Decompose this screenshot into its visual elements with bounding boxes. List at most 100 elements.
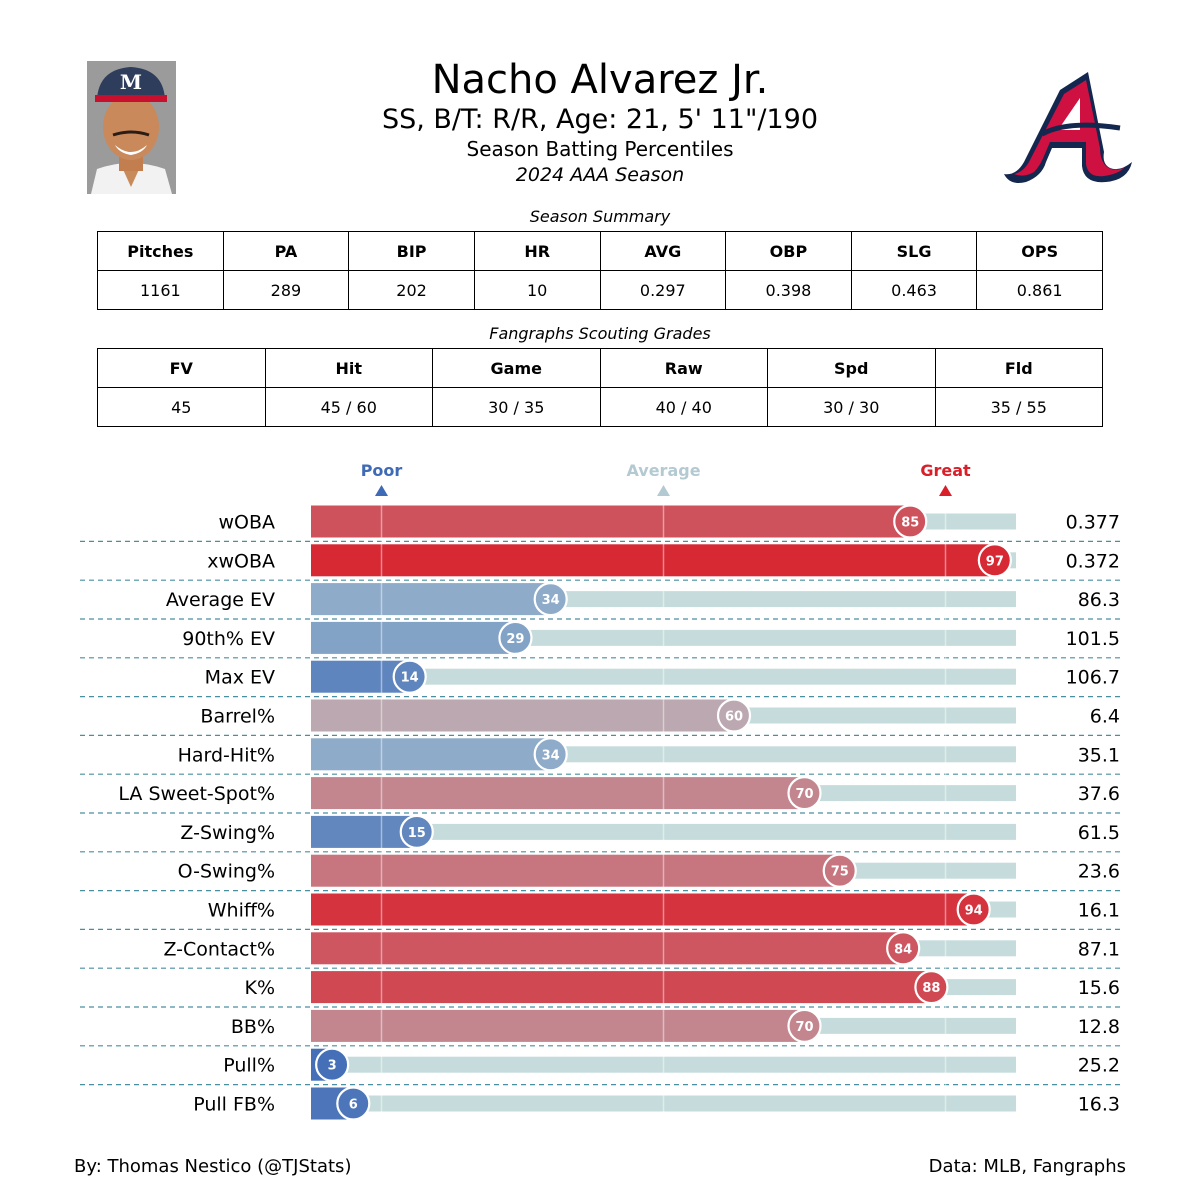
metric-label: wOBA <box>218 512 275 534</box>
player-name: Nacho Alvarez Jr. <box>431 57 769 103</box>
percentile-circle <box>822 853 857 888</box>
percentile-value: 34 <box>542 748 560 763</box>
atlanta-braves-logo-icon <box>1004 72 1132 183</box>
metric-label: Max EV <box>205 667 275 689</box>
percentile-value: 34 <box>542 593 560 608</box>
stat-value: 16.3 <box>1078 1094 1120 1116</box>
percentile-bar <box>311 505 911 538</box>
percentile-value: 85 <box>901 516 919 531</box>
percentile-bar <box>311 583 551 616</box>
stat-value: 23.6 <box>1078 861 1120 883</box>
player-info: SS, B/T: R/R, Age: 21, 5' 11"/190 <box>381 104 819 135</box>
percentile-value: 14 <box>401 671 419 686</box>
percentile-bar <box>311 971 932 1004</box>
metric-label: LA Sweet-Spot% <box>118 783 275 805</box>
percentile-value: 70 <box>795 1020 813 1035</box>
marker-triangle-average <box>657 485 670 496</box>
percentile-value: 70 <box>795 787 813 802</box>
percentile-bar <box>311 621 516 654</box>
cell-pa: 289 <box>222 270 350 310</box>
percentile-circle <box>893 504 928 539</box>
percentile-value: 29 <box>506 632 524 647</box>
stat-value: 61.5 <box>1078 822 1120 844</box>
table-row: 45 45 / 60 30 / 35 40 / 40 30 / 30 35 / … <box>97 387 1103 427</box>
cell-pitches: 1161 <box>97 270 224 310</box>
header-slg: SLG <box>850 231 978 271</box>
percentile-circle <box>392 659 427 694</box>
season-summary-title: Season Summary <box>529 207 671 226</box>
header-game: Game <box>432 348 601 388</box>
bar-track <box>311 1095 1016 1112</box>
percentile-value: 15 <box>408 826 426 841</box>
marker-triangle-great <box>939 485 952 496</box>
percentile-bar <box>311 1009 805 1042</box>
metric-label: 90th% EV <box>182 628 275 650</box>
data-source-text: Data: MLB, Fangraphs <box>928 1156 1126 1177</box>
percentile-circle <box>787 1008 822 1044</box>
marker-label-poor: Poor <box>361 461 403 480</box>
stat-value: 12.8 <box>1078 1016 1120 1038</box>
percentile-chart: Poor Average Great wOBA 0.377 xwOBA 0.372 Avera… <box>80 461 1120 1121</box>
season-label: 2024 AAA Season <box>515 164 685 186</box>
cell-game: 30 / 35 <box>432 387 601 427</box>
metric-label: K% <box>244 977 275 999</box>
marker-label-great: Great <box>920 461 971 480</box>
percentile-bar <box>311 699 734 732</box>
cell-hr: 10 <box>473 270 601 310</box>
percentile-circle <box>886 931 921 966</box>
metric-label: Barrel% <box>200 706 275 728</box>
bar-track <box>311 1056 1016 1073</box>
metric-label: Average EV <box>166 589 275 611</box>
metric-label: Hard-Hit% <box>178 744 275 766</box>
stat-value: 6.4 <box>1090 706 1120 728</box>
cell-spd: 30 / 30 <box>767 387 936 427</box>
metric-label: Z-Swing% <box>180 822 275 844</box>
header-spd: Spd <box>767 348 936 388</box>
percentile-circle <box>914 969 949 1005</box>
percentile-circle <box>716 698 752 733</box>
team-logo <box>1002 68 1134 188</box>
stat-value: 15.6 <box>1078 977 1120 999</box>
percentile-circle <box>336 1086 371 1121</box>
scouting-grades-title: Fangraphs Scouting Grades <box>489 324 711 343</box>
stat-value: 25.2 <box>1078 1055 1120 1077</box>
stat-value: 37.6 <box>1078 783 1120 805</box>
marker-triangle-poor <box>375 485 388 496</box>
stat-value: 101.5 <box>1066 628 1120 650</box>
chart-subtitle: Season Batting Percentiles <box>466 137 734 161</box>
metric-label: BB% <box>231 1016 275 1038</box>
percentile-circle <box>787 776 822 811</box>
header-pitches: Pitches <box>97 231 224 271</box>
header-ops: OPS <box>976 231 1103 271</box>
percentile-value: 97 <box>986 554 1004 569</box>
header-fv: FV <box>97 348 266 388</box>
percentile-circle <box>399 814 434 849</box>
scouting-grades-table: FV Hit Game Raw Spd Fld 45 45 / 60 30 / … <box>97 348 1103 427</box>
percentile-value: 6 <box>349 1098 358 1113</box>
percentile-value: 88 <box>922 981 940 996</box>
header-obp: OBP <box>725 231 852 271</box>
metric-label: Pull% <box>223 1055 275 1077</box>
metric-label: xwOBA <box>207 550 275 572</box>
bar-track <box>311 823 1016 840</box>
cell-avg: 0.297 <box>599 270 727 310</box>
player-headshot: M <box>87 61 176 194</box>
percentile-bar <box>311 932 904 965</box>
percentile-circle <box>977 543 1012 578</box>
stat-value: 0.377 <box>1066 512 1120 534</box>
table-header-row: Pitches PA BIP HR AVG OBP SLG OPS <box>97 231 1103 271</box>
stat-value: 0.372 <box>1066 550 1120 572</box>
percentile-value: 94 <box>965 904 983 919</box>
cap-logo: M <box>120 70 142 94</box>
percentile-bar <box>311 893 974 926</box>
metric-label: O-Swing% <box>178 861 275 883</box>
percentile-bar <box>311 777 805 810</box>
percentile-value: 84 <box>894 942 912 957</box>
table-row: 1161 289 202 10 0.297 0.398 0.463 0.861 <box>97 270 1103 310</box>
cell-fv: 45 <box>97 387 266 427</box>
cell-ops: 0.861 <box>976 270 1103 310</box>
percentile-bar <box>311 854 840 887</box>
marker-label-average: Average <box>626 461 700 480</box>
metric-label: Pull FB% <box>193 1094 275 1116</box>
percentile-circle <box>498 620 533 655</box>
